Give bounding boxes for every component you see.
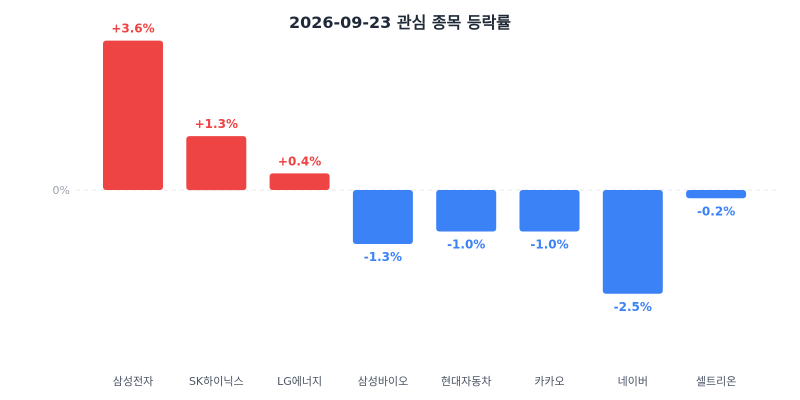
value-label-5: -1.0% bbox=[530, 238, 568, 252]
bar-2 bbox=[269, 173, 330, 190]
category-label-3: 삼성바이오 bbox=[358, 375, 409, 388]
value-label-1: +1.3% bbox=[195, 117, 238, 131]
value-label-7: -0.2% bbox=[697, 204, 735, 218]
bar-4 bbox=[436, 190, 497, 232]
bar-1 bbox=[186, 136, 247, 191]
bar-6 bbox=[602, 190, 663, 294]
category-label-2: LG에너지 bbox=[277, 375, 322, 388]
value-label-0: +3.6% bbox=[111, 22, 154, 36]
category-label-7: 셀트리온 bbox=[696, 375, 736, 388]
category-label-5: 카카오 bbox=[534, 375, 564, 388]
category-label-1: SK하이닉스 bbox=[189, 374, 244, 388]
labels-group: +3.6% 삼성전자 +1.3% SK하이닉스 +0.4% LG에너지 -1.3% 삼성바이오… bbox=[111, 22, 736, 388]
value-label-4: -1.0% bbox=[447, 238, 485, 252]
bars-group bbox=[103, 40, 747, 294]
value-label-2: +0.4% bbox=[278, 154, 321, 168]
category-label-0: 삼성전자 bbox=[113, 375, 153, 388]
zero-axis-label: 0% bbox=[53, 184, 70, 197]
chart-title: 2026-09-23 관심 종목 등락률 bbox=[289, 13, 511, 32]
category-label-6: 네이버 bbox=[618, 375, 648, 388]
bar-0 bbox=[103, 40, 163, 190]
bar-5 bbox=[519, 190, 580, 232]
category-label-4: 현대자동차 bbox=[441, 375, 492, 388]
value-label-6: -2.5% bbox=[614, 300, 652, 314]
bar-3 bbox=[352, 190, 413, 244]
value-label-3: -1.3% bbox=[364, 250, 402, 264]
bar-7 bbox=[686, 190, 747, 199]
